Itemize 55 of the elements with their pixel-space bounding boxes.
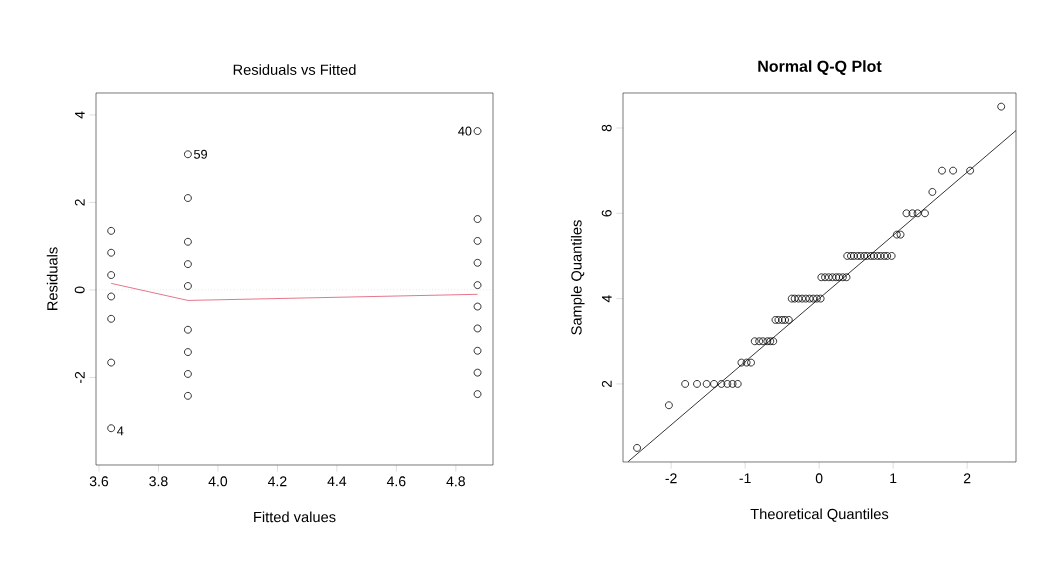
point [184, 237, 192, 246]
annotation: 4 [117, 426, 124, 436]
x-tick-label: 4.0 [208, 476, 228, 487]
point [473, 215, 482, 223]
y-tick-label: -2 [74, 371, 85, 384]
x-tick-label: 4.4 [327, 476, 347, 486]
x-tick-label: 4.2 [267, 476, 287, 487]
point [107, 314, 116, 323]
point [107, 248, 116, 257]
y-tick-label: 4 [602, 295, 612, 303]
point [184, 370, 192, 378]
point [107, 271, 116, 279]
point [473, 324, 482, 333]
x-tick-label: 4.8 [446, 476, 465, 487]
point [473, 346, 482, 355]
y-tick-label: 2 [74, 199, 85, 206]
point [107, 424, 116, 433]
x-tick-label: -1 [739, 473, 751, 483]
point [473, 390, 482, 398]
point [184, 150, 192, 159]
annotation: 40 [458, 126, 472, 136]
annotation: 59 [194, 149, 207, 159]
point [473, 258, 482, 267]
point [473, 127, 482, 135]
point [184, 325, 192, 334]
x-tick-label: 3.8 [149, 476, 168, 487]
point [107, 358, 116, 367]
y-tick-label: 8 [601, 124, 612, 132]
x-tick-label: 1 [890, 473, 897, 483]
y-tick-label: 2 [601, 380, 612, 388]
x-tick-label: 4.6 [386, 476, 406, 487]
y-tick-label: 6 [601, 210, 612, 217]
y-axis-title: Residuals [46, 247, 58, 310]
point [184, 391, 192, 400]
point [184, 348, 192, 356]
x-tick-label: 0 [815, 473, 823, 484]
point [184, 260, 192, 268]
point [184, 282, 192, 290]
y-tick-label: 0 [74, 286, 85, 294]
point [107, 226, 116, 235]
y-axis-title: Sample Quantiles [570, 220, 585, 335]
x-tick-label: -2 [665, 473, 677, 484]
point [107, 292, 116, 301]
point [473, 302, 482, 311]
point [184, 194, 192, 202]
chart-title: Residuals vs Fitted [233, 64, 356, 75]
y-tick-label: 4 [75, 111, 85, 119]
x-axis-title: Theoretical Quantiles [750, 508, 889, 522]
x-tick-label: 3.6 [89, 476, 109, 487]
x-tick-label: 2 [963, 473, 971, 484]
x-axis-title: Fitted values [254, 511, 336, 523]
point [473, 237, 482, 245]
point [473, 281, 482, 289]
chart-title: Normal Q-Q Plot [758, 60, 882, 75]
point [473, 368, 482, 377]
